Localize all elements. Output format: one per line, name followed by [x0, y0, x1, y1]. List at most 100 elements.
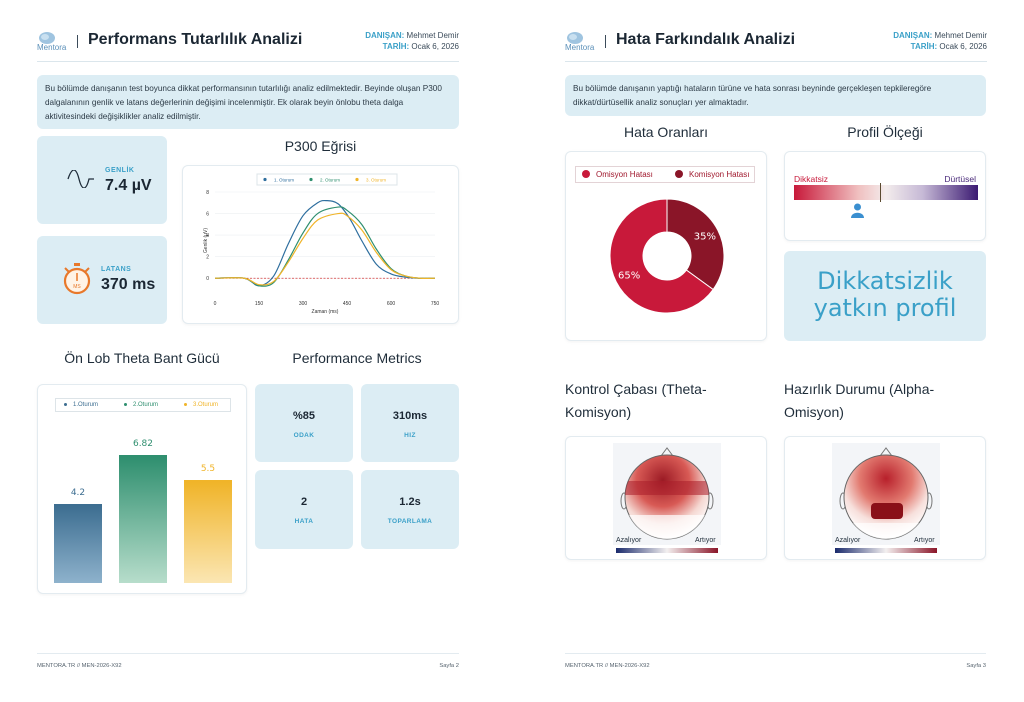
theta-chart: 1.Oturum 2.Oturum 3.Oturum 4.2 6.82 5.5: [38, 385, 248, 595]
theta-bar-1: [54, 504, 102, 583]
decrease-label: Azalıyor: [616, 537, 642, 544]
theta-bar-2: [119, 454, 167, 583]
readiness-topomap: [832, 443, 940, 553]
header-separator: [605, 35, 606, 48]
p300-chart: 1. Oturum 2. Oturum 3. Oturum 0 2 4 6 8 0 150 300 4…: [203, 173, 440, 315]
date-value: Ocak 6, 2026: [411, 42, 459, 51]
metric-focus: %85 ODAK: [255, 384, 353, 462]
page-footer: MENTORA.TR // MEN-2026-X92 Sayfa 2: [37, 653, 459, 669]
page-title: Performans Tutarlılık Analizi: [88, 31, 303, 48]
scale-needle: [880, 183, 882, 202]
theta-bar-3: [184, 479, 232, 583]
metric-speed-label: HIZ: [404, 432, 416, 439]
commission-swatch: [675, 170, 683, 178]
increase-label: Artıyor: [695, 537, 716, 544]
page-number: Sayfa 3: [966, 663, 986, 669]
profile-result-text: Dikkatsizlik yatkın profil: [813, 267, 957, 322]
x-tick-label: 750: [431, 301, 440, 307]
metric-focus-value: %85: [292, 410, 316, 422]
series-line-2: [214, 206, 436, 287]
x-axis-label: Zaman (ms): [312, 309, 339, 315]
metric-focus-label: ODAK: [293, 432, 315, 439]
y-tick-label: 4: [206, 233, 209, 239]
date-value: Ocak 6, 2026: [939, 42, 987, 51]
x-tick-label: 450: [343, 301, 352, 307]
error-rates-title: Hata Oranları: [623, 124, 709, 140]
donut-label-1: 65%: [618, 270, 640, 281]
client-meta: DANIŞAN: Mehmet Demir TARİH: Ocak 6, 202…: [365, 30, 459, 52]
control-effort-card: Azalıyor Artıyor: [565, 436, 767, 560]
legend-dot-2: [309, 177, 313, 182]
client-name: Mehmet Demir: [406, 31, 459, 40]
increase-label: Artıyor: [914, 537, 935, 544]
intro-text: Bu bölümde danışanın yaptığı hataların t…: [565, 75, 986, 116]
logo-text: Mentora: [37, 43, 67, 52]
y-axis-label: Genlik (µV): [203, 228, 209, 253]
error-rates-card: Omisyon Hatası Komisyon Hatası 35% 65%: [565, 151, 767, 341]
y-tick-label: 2: [206, 255, 209, 261]
readiness-title: Hazırlık Durumu (Alpha-Omisyon): [784, 381, 935, 420]
x-tick-label: 300: [299, 301, 308, 307]
client-name: Mehmet Demir: [934, 31, 987, 40]
profile-scale-bar: [794, 183, 978, 202]
theta-legend-item: 2.Oturum: [124, 402, 158, 408]
intro-text: Bu bölümde danışanın test boyunca dikkat…: [37, 75, 459, 129]
metric-recovery-value: 1.2s: [399, 496, 421, 508]
scale-right-label: Dürtüsel: [944, 174, 976, 184]
footer-reference: MENTORA.TR // MEN-2026-X92: [37, 663, 122, 669]
profile-result-tile: Dikkatsizlik yatkın profil: [784, 251, 986, 341]
stopwatch-icon: MS: [63, 263, 91, 295]
logo-text: Mentora: [565, 43, 595, 52]
x-tick-label: 150: [255, 301, 264, 307]
page-footer: MENTORA.TR // MEN-2026-X92 Sayfa 3: [565, 653, 986, 669]
date-label: TARİH:: [382, 42, 410, 51]
legend-dot-1: [263, 177, 267, 182]
theta-bar-value-3: 5.5: [200, 463, 216, 474]
legend-label-2: 2. Oturum: [320, 178, 340, 183]
metric-recovery-label: TOPARLAMA: [387, 518, 433, 525]
footer-reference: MENTORA.TR // MEN-2026-X92: [565, 663, 650, 669]
theta-legend-item: 1.Oturum: [64, 402, 98, 408]
metric-errors-value: 2: [300, 496, 308, 508]
date-label: TARİH:: [910, 42, 938, 51]
theta-title: Ön Lob Theta Bant Gücü: [64, 350, 220, 366]
latency-value: 370 ms: [101, 276, 156, 293]
page-header: Mentora Hata Farkındalık Analizi DANIŞAN…: [565, 28, 987, 62]
p300-legend: [256, 173, 398, 186]
latency-tile: MS LATANS 370 ms: [37, 236, 167, 324]
latency-label: LATANS: [101, 266, 132, 273]
amplitude-value: 7.4 µV: [105, 177, 152, 194]
theta-legend: 1.Oturum 2.Oturum 3.Oturum: [55, 398, 231, 412]
control-effort-title: Kontrol Çabası (Theta-Komisyon): [565, 381, 707, 420]
error-donut-chart: 35% 65%: [609, 198, 725, 314]
p300-title: P300 Eğrisi: [284, 138, 357, 154]
donut-label-2: 35%: [694, 232, 716, 243]
page-2: Mentora Performans Tutarlılık Analizi DA…: [37, 30, 459, 669]
commission-legend: Komisyon Hatası: [689, 170, 750, 179]
x-tick-label: 0: [214, 301, 217, 307]
series-line-1: [214, 199, 436, 287]
legend-dot-3: [355, 177, 359, 182]
scale-left-label: Dikkatsiz: [794, 174, 829, 184]
omission-legend: Omisyon Hatası: [596, 170, 653, 179]
y-tick-label: 6: [206, 212, 209, 218]
profile-scale-title: Profil Ölçeği: [847, 124, 923, 140]
donut-slice-1: [609, 198, 714, 314]
theta-card: 1.Oturum 2.Oturum 3.Oturum 4.2 6.82 5.5: [37, 384, 247, 594]
page-3: Mentora Hata Farkındalık Analizi DANIŞAN…: [512, 0, 1024, 702]
stopwatch-text: MS: [73, 284, 81, 290]
metric-speed: 310ms HIZ: [361, 384, 459, 462]
amplitude-tile: GENLİK 7.4 µV: [37, 136, 167, 224]
metric-speed-value: 310ms: [392, 410, 428, 422]
brain-logo-icon: [567, 32, 583, 44]
header-separator: [77, 35, 78, 48]
pie-legend: Omisyon Hatası Komisyon Hatası: [575, 166, 755, 183]
y-tick-label: 8: [206, 190, 209, 196]
metric-errors-label: HATA: [294, 518, 314, 525]
brain-logo-icon: [39, 32, 55, 44]
metric-errors: 2 HATA: [255, 470, 353, 549]
x-tick-label: 600: [387, 301, 396, 307]
legend-label-1: 1. Oturum: [274, 178, 294, 183]
omission-swatch: [582, 170, 590, 178]
client-meta: DANIŞAN: Mehmet Demir TARİH: Ocak 6, 202…: [893, 30, 987, 52]
